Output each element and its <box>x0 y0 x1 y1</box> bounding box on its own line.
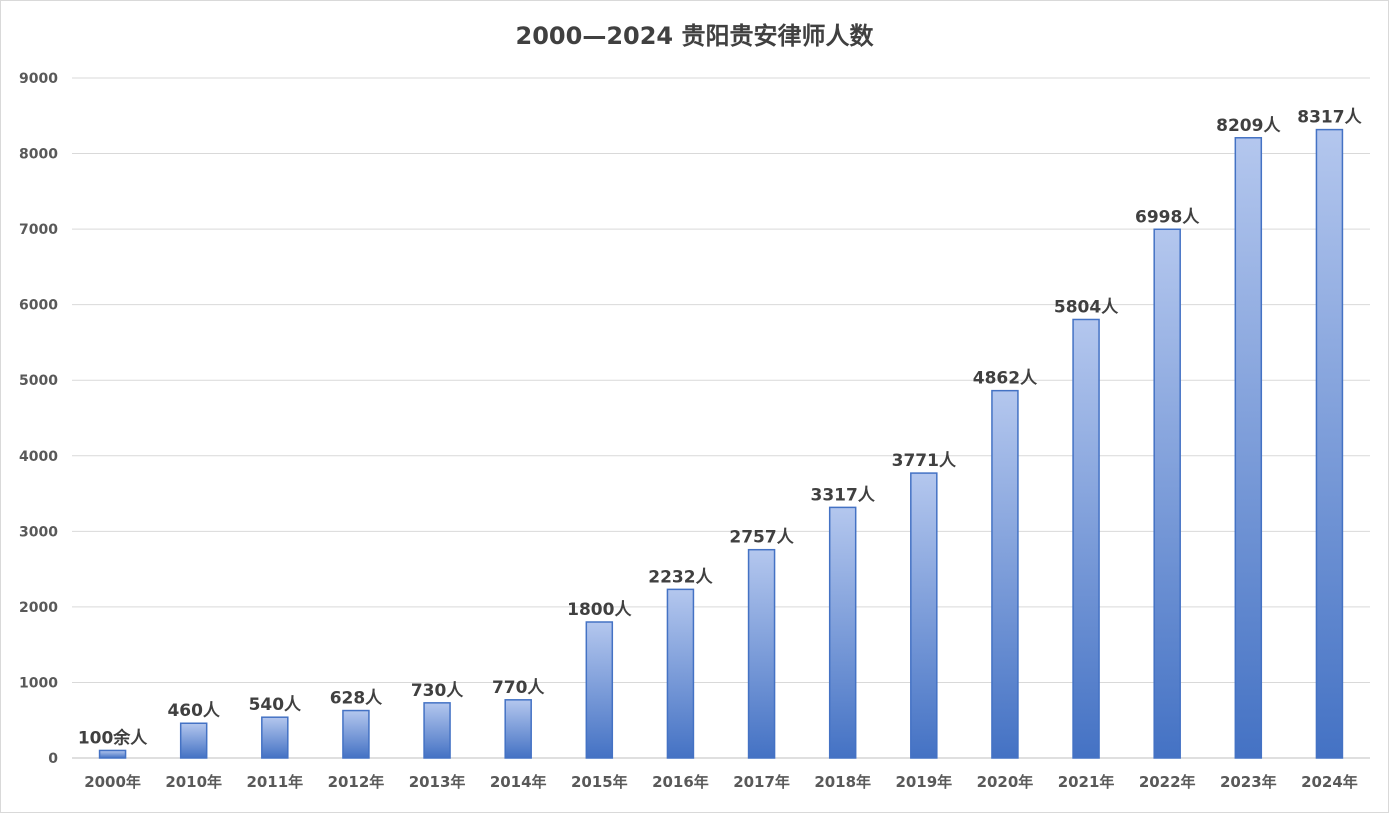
bar <box>1234 137 1263 759</box>
bar <box>1153 228 1181 759</box>
data-label: 2757人 <box>729 528 794 548</box>
data-label: 5804人 <box>1054 297 1119 317</box>
x-category-label: 2014年 <box>490 773 547 791</box>
data-label: 8209人 <box>1216 116 1281 136</box>
y-tick-label: 4000 <box>19 449 58 465</box>
x-category-label: 2013年 <box>409 773 466 791</box>
x-category-label: 2023年 <box>1220 773 1277 791</box>
bar <box>585 621 614 759</box>
bar <box>342 709 370 759</box>
bar <box>666 588 695 759</box>
y-tick-label: 5000 <box>19 373 58 389</box>
data-label: 540人 <box>249 695 302 715</box>
data-label: 3317人 <box>811 485 876 505</box>
y-axis-ticks: 0 1000 2000 3000 4000 5000 6000 7000 8000 9000 <box>19 71 58 767</box>
x-category-label: 2015年 <box>571 773 628 791</box>
bar <box>747 548 776 759</box>
data-labels: 100余人 460人 540人 628人 730人 770人 1800人 2232人 2757人… <box>78 108 1363 749</box>
bar <box>1072 318 1100 759</box>
y-tick-label: 8000 <box>19 147 58 163</box>
x-category-label: 2010年 <box>165 773 222 791</box>
bar <box>910 472 938 759</box>
data-label: 6998人 <box>1135 207 1200 227</box>
x-category-label: 2021年 <box>1058 773 1115 791</box>
data-label: 100余人 <box>78 727 148 748</box>
data-label: 770人 <box>492 678 545 698</box>
y-tick-label: 2000 <box>19 600 58 616</box>
data-label: 2232人 <box>648 567 713 587</box>
bar <box>1315 128 1344 759</box>
x-category-label: 2018年 <box>814 773 871 791</box>
y-tick-label: 0 <box>48 751 58 767</box>
bar <box>98 749 127 759</box>
y-tick-label: 7000 <box>19 222 58 238</box>
y-tick-label: 3000 <box>19 524 58 540</box>
bar <box>179 722 208 759</box>
x-category-label: 2020年 <box>977 773 1034 791</box>
bar <box>828 506 857 759</box>
x-category-label: 2000年 <box>84 773 141 791</box>
data-label: 4862人 <box>973 369 1038 389</box>
data-label: 628人 <box>330 689 383 709</box>
x-category-label: 2017年 <box>733 773 790 791</box>
y-tick-label: 9000 <box>19 71 58 87</box>
x-category-label: 2016年 <box>652 773 709 791</box>
data-label: 730人 <box>411 681 464 701</box>
bar <box>261 716 289 759</box>
data-label: 8317人 <box>1297 108 1362 128</box>
x-category-label: 2019年 <box>895 773 952 791</box>
data-label: 460人 <box>167 701 220 721</box>
bar <box>504 699 532 759</box>
bars <box>98 128 1344 759</box>
bar <box>423 702 451 759</box>
x-category-label: 2012年 <box>328 773 385 791</box>
x-axis-categories: 2000年 2010年 2011年 2012年 2013年 2014年 2015年 2016年… <box>84 773 1358 791</box>
y-tick-label: 1000 <box>19 675 58 691</box>
data-label: 1800人 <box>567 600 632 620</box>
x-category-label: 2011年 <box>246 773 303 791</box>
chart-title: 2000—2024 贵阳贵安律师人数 <box>515 22 874 50</box>
bar <box>991 389 1019 759</box>
data-label: 3771人 <box>892 451 957 471</box>
x-category-label: 2022年 <box>1139 773 1196 791</box>
x-category-label: 2024年 <box>1301 773 1358 791</box>
y-tick-label: 6000 <box>19 298 58 314</box>
